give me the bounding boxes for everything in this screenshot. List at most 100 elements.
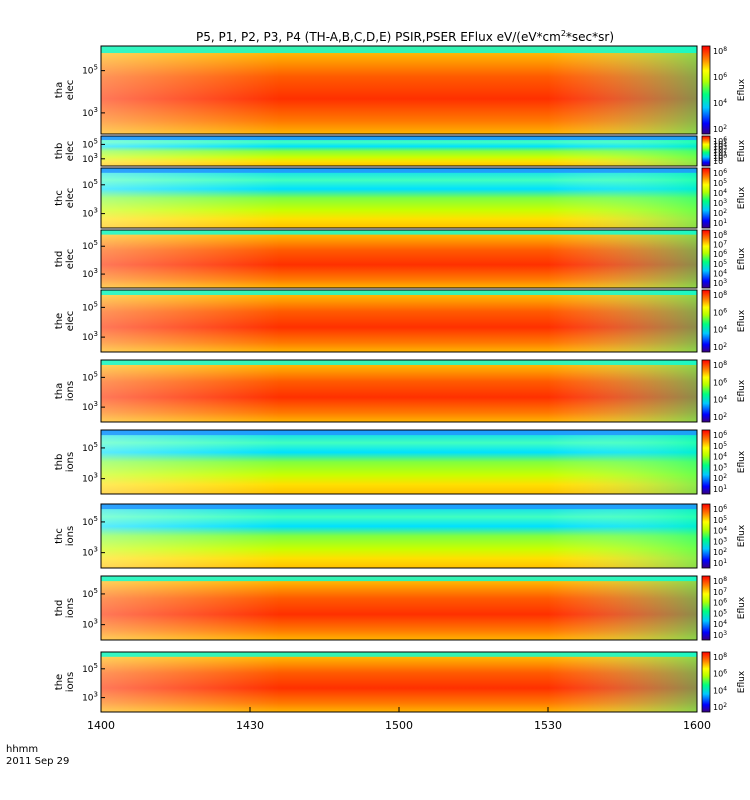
colorbar-tick-label: 104 [713, 452, 727, 462]
spectrogram-overlay [101, 576, 697, 640]
ylabel-thc-ions: thcions [54, 526, 76, 546]
colorbar [701, 575, 711, 641]
colorbar [701, 229, 711, 289]
ytick-label: 105 [82, 441, 98, 454]
spectrogram-overlay [101, 168, 697, 228]
spectrogram-panels: 105103thaelec108106104102Eflux105103thbe… [54, 45, 747, 713]
ytick-label: 103 [82, 546, 98, 559]
ylabel-tha-ions: thaions [54, 381, 76, 401]
panel-frame [100, 229, 698, 289]
panel-frame [100, 45, 698, 135]
colorbar-tick-label: 103 [713, 630, 727, 640]
ytick-label: 105 [82, 137, 98, 150]
ytick-label: 105 [82, 239, 98, 252]
high-energy-stripe [101, 136, 697, 140]
colorbar-tick-label: 106 [713, 504, 727, 514]
xtick-label: 1430 [236, 719, 264, 732]
spectrogram-overlay [101, 360, 697, 422]
colorbar-tick-label: 104 [713, 526, 727, 536]
colorbar-tick-label: 108 [713, 652, 727, 662]
colorbar-label: Eflux [737, 309, 747, 332]
ylabel-thc-elec: thcelec [54, 188, 76, 209]
colorbar-tick-label: 103 [713, 462, 727, 472]
colorbar-label: Eflux [737, 450, 747, 473]
high-energy-stripe [101, 360, 697, 365]
xtick-label: 1400 [87, 719, 115, 732]
colorbar-tick-label: 104 [713, 268, 727, 278]
colorbar-tick-label: 103 [713, 536, 727, 546]
colorbar-tick-label: 108 [713, 576, 727, 586]
ytick-label: 103 [82, 267, 98, 280]
colorbar [701, 135, 711, 167]
ytick-label: 103 [82, 152, 98, 165]
spectrogram-overlay [101, 652, 697, 712]
colorbar [701, 45, 711, 135]
figure-title: P5, P1, P2, P3, P4 (TH-A,B,C,D,E) PSIR,P… [196, 29, 614, 44]
colorbar-tick-label: 104 [713, 188, 727, 198]
spectrogram-overlay [101, 290, 697, 352]
x-axis: 1400 1430 1500 1530 1600 [87, 707, 711, 732]
colorbar-tick-label: 106 [713, 168, 727, 178]
xtick-label: 1600 [683, 719, 711, 732]
panel-frame [100, 429, 698, 495]
colorbar-tick-label: 104 [713, 98, 727, 108]
colorbar-tick-label: 103 [713, 278, 727, 288]
colorbar-tick-label: 104 [713, 325, 727, 335]
spectrogram-overlay [101, 230, 697, 288]
ytick-label: 105 [82, 662, 98, 675]
colorbar-label: Eflux [737, 139, 747, 162]
colorbar-tick-label: 101 [713, 218, 727, 228]
colorbar-tick-label: 102 [713, 124, 727, 134]
ytick-label: 105 [82, 370, 98, 383]
colorbar-tick-label: 108 [713, 46, 727, 56]
colorbar-tick-label: 105 [713, 441, 727, 451]
colorbar-label: Eflux [737, 524, 747, 547]
ytick-label: 103 [82, 400, 98, 413]
colorbar-tick-label: 104 [713, 142, 727, 152]
xtick-label: 1530 [534, 719, 562, 732]
colorbar-tick-label: 107 [713, 587, 727, 597]
colorbar [701, 429, 711, 495]
x-unit-label: hhmm [6, 744, 38, 755]
colorbar-tick-label: 102 [713, 473, 727, 483]
colorbar-tick-label: 106 [713, 669, 727, 679]
ytick-label: 103 [82, 472, 98, 485]
colorbar-tick-label: 105 [713, 139, 727, 149]
spectrogram-overlay [101, 430, 697, 494]
colorbar-tick-label: 103 [713, 198, 727, 208]
ylabel-the-ions: theions [54, 672, 76, 692]
colorbar-tick-label: 106 [713, 307, 727, 317]
colorbar-tick-label: 106 [713, 136, 727, 146]
ylabel-thb-elec: thbelec [54, 141, 76, 162]
colorbar-label: Eflux [737, 596, 747, 619]
colorbar [701, 167, 711, 229]
spectrogram-overlay [101, 136, 697, 166]
ytick-label: 103 [82, 207, 98, 220]
date-label: 2011 Sep 29 [6, 756, 69, 767]
ylabel-thd-ions: thdions [54, 598, 76, 618]
ylabel-thd-elec: thdelec [54, 249, 76, 270]
colorbar-label: Eflux [737, 186, 747, 209]
panel-frame [100, 575, 698, 641]
colorbar-tick-label: 107 [713, 240, 727, 250]
colorbar-tick-label: 102 [713, 547, 727, 557]
colorbar [701, 359, 711, 423]
ytick-label: 105 [82, 587, 98, 600]
colorbar-tick-label: 105 [713, 259, 727, 269]
colorbar-tick-label: 101 [713, 558, 727, 568]
colorbar-tick-label: 104 [713, 619, 727, 629]
colorbar-tick-label: 105 [713, 608, 727, 618]
colorbar-tick-label: 106 [713, 72, 727, 82]
spectrogram-overlay [101, 46, 697, 134]
spectrogram-overlay [101, 504, 697, 568]
panel-frame [100, 167, 698, 229]
ytick-label: 105 [82, 64, 98, 77]
high-energy-stripe [101, 504, 697, 510]
colorbar-label: Eflux [737, 670, 747, 693]
